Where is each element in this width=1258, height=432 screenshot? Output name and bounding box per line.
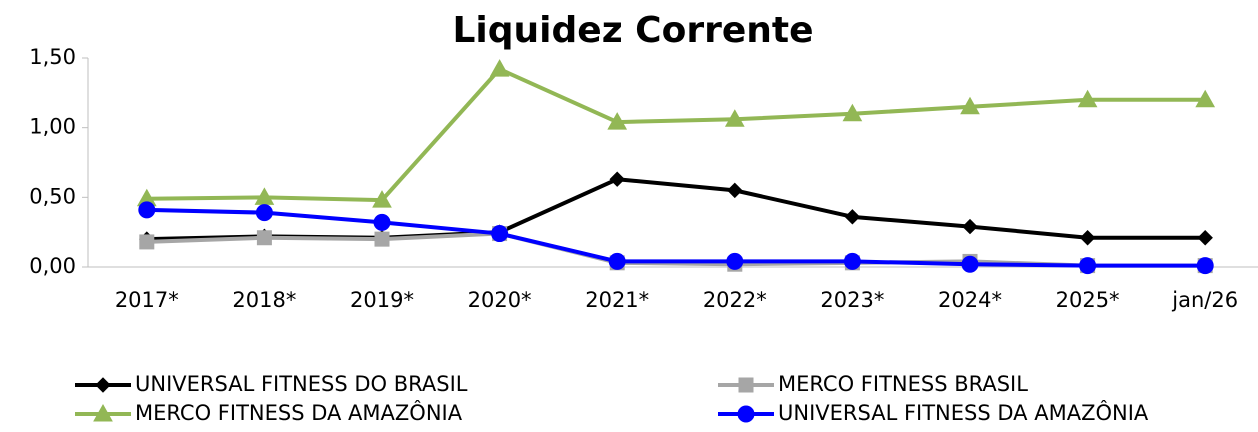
series-marker [138, 201, 156, 219]
series-marker [724, 109, 745, 127]
series-marker [1195, 89, 1216, 108]
x-tick-label: 2021* [585, 288, 649, 312]
legend-label: UNIVERSAL FITNESS DA AMAZÔNIA [778, 400, 1149, 425]
legend-label: MERCO FITNESS BRASIL [778, 372, 1028, 396]
y-tick-label: 0,50 [29, 184, 76, 208]
series-marker [1196, 257, 1214, 275]
series-marker [1077, 89, 1098, 108]
series-marker [1197, 230, 1213, 246]
series-marker [1079, 257, 1097, 275]
series-line [146, 67, 1206, 203]
series-marker [961, 255, 979, 273]
series-marker [489, 59, 510, 77]
series-marker [1079, 230, 1096, 246]
series-marker [374, 231, 390, 247]
legend-label: UNIVERSAL FITNESS DO BRASIL [135, 372, 468, 396]
series-marker [139, 234, 155, 250]
x-tick-label: 2024* [938, 288, 1002, 312]
y-tick-label: 1,00 [29, 115, 76, 139]
x-tick-label: jan/26 [1171, 288, 1238, 312]
series-marker [491, 225, 509, 243]
y-tick-label: 1,50 [29, 45, 76, 69]
series-line [146, 207, 1206, 268]
x-tick-label: 2022* [703, 288, 767, 312]
legend-marker [95, 377, 111, 393]
legend-marker [93, 403, 113, 422]
series-marker [960, 96, 980, 115]
series-marker [843, 252, 861, 270]
series-marker [727, 182, 743, 199]
legend-label: MERCO FITNESS DA AMAZÔNIA [135, 400, 463, 425]
series-marker [962, 218, 978, 235]
series-line [146, 177, 1206, 242]
legend-marker [738, 377, 754, 393]
series-marker [372, 190, 392, 208]
x-tick-label: 2019* [350, 288, 414, 312]
series-marker [373, 213, 391, 231]
y-tick-label: 0,00 [29, 254, 76, 278]
series-marker [255, 204, 273, 222]
series-marker [607, 112, 628, 130]
series-marker [844, 209, 861, 225]
legend-marker [737, 405, 755, 423]
series-marker [842, 103, 863, 122]
series-marker [609, 171, 625, 187]
series-marker [256, 230, 272, 246]
x-tick-label: 2023* [820, 288, 884, 312]
series-marker [608, 252, 626, 270]
x-tick-label: 2025* [1056, 288, 1120, 312]
x-tick-label: 2018* [232, 288, 296, 312]
x-tick-label: 2017* [115, 288, 179, 312]
chart-title: Liquidez Corrente [452, 10, 813, 51]
x-tick-label: 2020* [468, 288, 532, 312]
series-marker [726, 252, 744, 270]
